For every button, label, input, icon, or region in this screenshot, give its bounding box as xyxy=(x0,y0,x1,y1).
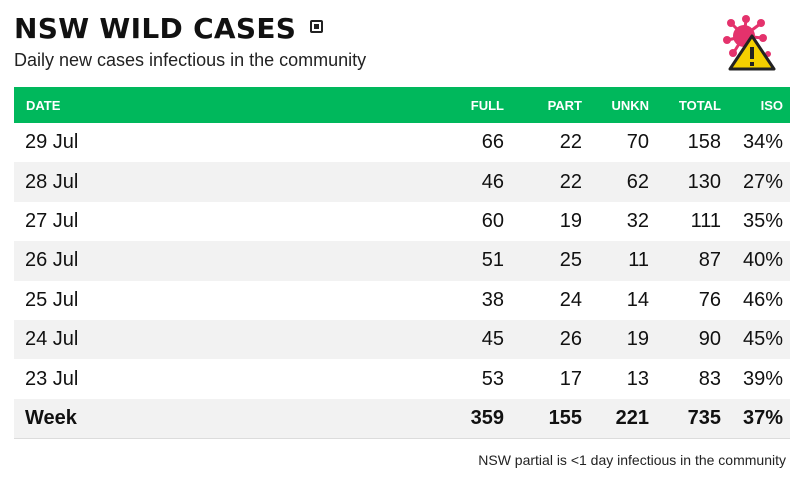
table-row: 29 Jul 66 22 70 158 34% xyxy=(14,123,790,162)
cell-full: 38 xyxy=(481,288,504,311)
cell-part: 22 xyxy=(559,131,582,154)
cell-date: 23 Jul xyxy=(25,367,79,390)
cell-date: 28 Jul xyxy=(25,170,79,193)
cell-total: 130 xyxy=(687,170,721,193)
col-date-header[interactable]: DATE xyxy=(26,97,61,113)
page-subtitle: Daily new cases infectious in the commun… xyxy=(14,50,367,70)
cell-total: 87 xyxy=(698,249,721,272)
cell-iso: 46% xyxy=(742,288,783,311)
cell-week-label: Week xyxy=(25,406,77,429)
cell-full: 60 xyxy=(481,209,504,232)
cell-total: 90 xyxy=(698,328,721,351)
cell-unkn: 19 xyxy=(626,328,649,351)
cell-iso: 34% xyxy=(742,131,783,154)
cell-unkn: 14 xyxy=(626,288,649,311)
cell-week-part: 155 xyxy=(548,406,582,429)
cell-full: 51 xyxy=(481,249,504,272)
cell-full: 53 xyxy=(481,367,504,390)
cell-iso: 45% xyxy=(742,328,783,351)
cell-iso: 27% xyxy=(742,170,783,193)
cell-total: 111 xyxy=(690,209,721,232)
table-total-row: Week 359 155 221 735 37% xyxy=(14,398,790,439)
table-row: 28 Jul 46 22 62 130 27% xyxy=(14,162,790,202)
cell-iso: 39% xyxy=(742,367,783,390)
page-title: NSW WILD CASES xyxy=(14,12,297,45)
table-row: 24 Jul 45 26 19 90 45% xyxy=(14,319,790,360)
cell-part: 25 xyxy=(559,249,582,272)
cell-full: 46 xyxy=(481,170,504,193)
external-link-icon[interactable] xyxy=(310,20,324,33)
cell-unkn: 70 xyxy=(626,131,649,154)
cell-total: 76 xyxy=(698,288,721,311)
cell-iso: 40% xyxy=(742,249,783,272)
cell-date: 29 Jul xyxy=(25,131,79,154)
cell-iso: 35% xyxy=(742,209,783,232)
cell-full: 45 xyxy=(481,328,504,351)
cell-week-full: 359 xyxy=(470,406,504,429)
cases-table: DATE FULL PART UNKN TOTAL ISO 29 Jul 66 … xyxy=(14,87,790,440)
cell-unkn: 11 xyxy=(628,249,649,272)
cell-total: 158 xyxy=(687,131,721,154)
col-unkn-header[interactable]: UNKN xyxy=(611,97,649,113)
col-total-header[interactable]: TOTAL xyxy=(678,97,721,113)
cell-total: 83 xyxy=(698,367,721,390)
col-iso-header[interactable]: ISO xyxy=(760,97,783,113)
cell-date: 27 Jul xyxy=(25,209,79,232)
cell-week-iso: 37% xyxy=(742,406,783,429)
table-row: 25 Jul 38 24 14 76 46% xyxy=(14,281,790,320)
virus-warning-icon xyxy=(723,15,776,71)
cell-unkn: 32 xyxy=(626,209,649,232)
col-full-header[interactable]: FULL xyxy=(470,97,504,113)
cell-part: 26 xyxy=(559,328,582,351)
cell-week-total: 735 xyxy=(687,406,721,429)
cell-part: 24 xyxy=(559,288,582,311)
footnote: NSW partial is <1 day infectious in the … xyxy=(478,452,786,468)
table-header: DATE FULL PART UNKN TOTAL ISO xyxy=(14,87,790,123)
col-part-header[interactable]: PART xyxy=(547,97,582,113)
title-row: NSW WILD CASES xyxy=(14,12,324,45)
cell-date: 25 Jul xyxy=(25,288,79,311)
cell-part: 17 xyxy=(559,367,582,390)
cell-full: 66 xyxy=(481,131,504,154)
cell-week-unkn: 221 xyxy=(615,406,649,429)
cell-unkn: 13 xyxy=(626,367,649,390)
cell-date: 26 Jul xyxy=(25,249,79,272)
cell-part: 19 xyxy=(559,209,582,232)
table-row: 26 Jul 51 25 11 87 40% xyxy=(14,241,790,281)
cell-date: 24 Jul xyxy=(25,328,79,351)
table-row: 27 Jul 60 19 32 111 35% xyxy=(14,202,790,241)
table-row: 23 Jul 53 17 13 83 39% xyxy=(14,359,790,398)
cell-unkn: 62 xyxy=(626,170,649,193)
cell-part: 22 xyxy=(559,170,582,193)
